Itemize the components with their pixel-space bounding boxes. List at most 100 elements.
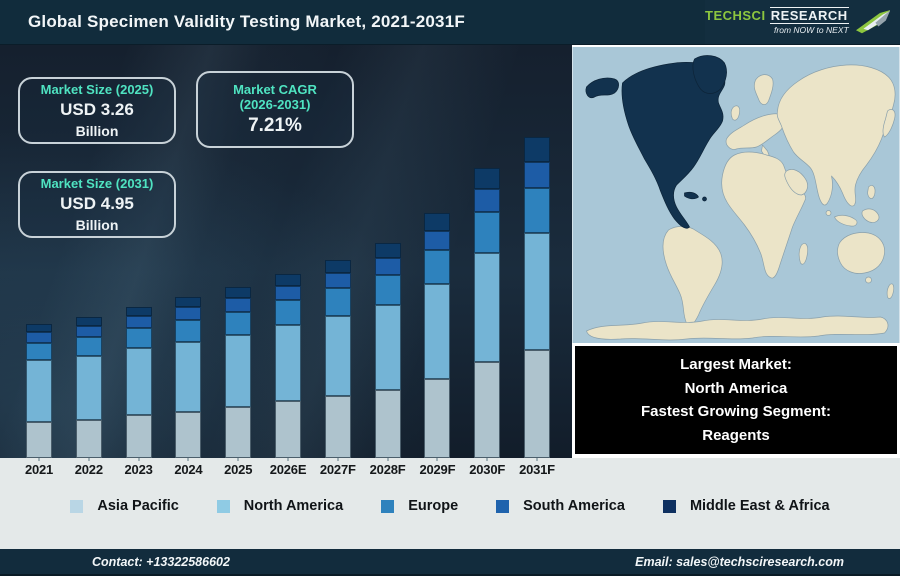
x-axis-label-2031f: 2031F bbox=[519, 462, 555, 477]
map-new-zealand bbox=[886, 283, 895, 299]
bar-segment-asia-pacific bbox=[474, 362, 501, 458]
bar-segment-asia-pacific bbox=[75, 420, 102, 458]
map-asia bbox=[776, 64, 896, 207]
axis-tick bbox=[436, 458, 439, 461]
legend-item-europe: Europe bbox=[381, 498, 458, 514]
bar-segment-north-america bbox=[424, 284, 451, 379]
callout-line-3: Fastest Growing Segment: bbox=[640, 403, 832, 420]
logo-tagline: from NOW to NEXT bbox=[774, 24, 849, 35]
bar-2031f bbox=[524, 137, 550, 458]
header-bar: Global Specimen Validity Testing Market,… bbox=[0, 0, 900, 45]
legend-label: Middle East & Africa bbox=[689, 498, 830, 514]
bar-segment-south-america bbox=[275, 286, 301, 300]
legend-swatch-south-america bbox=[496, 499, 510, 513]
map-arabia bbox=[784, 169, 808, 196]
map-new-guinea bbox=[861, 208, 880, 223]
legend-item-north-america: North America bbox=[216, 498, 344, 514]
right-panel: Largest Market: North America Fastest Grow… bbox=[572, 45, 900, 458]
contact-email-link[interactable]: Email: sales@techsciresearch.com bbox=[635, 554, 844, 569]
bar-2021 bbox=[26, 324, 52, 458]
legend-swatch-asia-pacific bbox=[70, 499, 84, 513]
map-japan bbox=[882, 109, 896, 138]
legend-label: North America bbox=[243, 498, 344, 514]
bar-segment-asia-pacific bbox=[275, 401, 301, 458]
card-title: Market Size (2025) bbox=[40, 82, 154, 97]
map-antarctica bbox=[586, 315, 889, 341]
chart-legend: Asia Pacific North America Europe South Ame… bbox=[0, 498, 900, 514]
bar-segment-south-america bbox=[524, 162, 550, 188]
map-sri-lanka bbox=[825, 210, 832, 216]
bar-segment-asia-pacific bbox=[175, 412, 202, 458]
bar-segment-middle-east-africa bbox=[474, 168, 501, 189]
axis-tick bbox=[38, 458, 40, 461]
map-philippines bbox=[867, 185, 876, 199]
map-scandinavia bbox=[753, 74, 774, 105]
bar-segment-middle-east-africa bbox=[125, 307, 152, 316]
x-axis-label-2029f: 2029F bbox=[419, 462, 456, 477]
bar-2024 bbox=[175, 297, 202, 458]
callout-line-2: North America bbox=[684, 379, 788, 397]
legend-label: South America bbox=[523, 498, 625, 514]
bar-segment-south-america bbox=[125, 316, 152, 328]
bar-segment-south-america bbox=[175, 307, 202, 320]
bar-segment-north-america bbox=[75, 356, 102, 420]
bar-segment-asia-pacific bbox=[524, 350, 550, 458]
bar-segment-europe bbox=[524, 188, 550, 233]
bar-segment-asia-pacific bbox=[125, 415, 152, 458]
bar-segment-south-america bbox=[374, 258, 401, 275]
bar-segment-north-america bbox=[225, 335, 252, 407]
bar-segment-south-america bbox=[424, 231, 451, 250]
card-value: USD 4.95 bbox=[60, 194, 134, 213]
card-title-line2: (2026-2031) bbox=[239, 97, 311, 112]
x-axis-label-2025: 2025 bbox=[224, 462, 253, 477]
logo-brand-secondary: Research bbox=[769, 6, 849, 24]
map-south-america bbox=[662, 226, 723, 326]
legend-item-south-america: South America bbox=[496, 498, 625, 514]
bar-2028f bbox=[374, 243, 401, 458]
map-cuba bbox=[684, 191, 699, 200]
legend-item-middle-east-africa: Middle East & Africa bbox=[662, 498, 830, 514]
bar-2027f bbox=[324, 260, 351, 458]
bar-segment-europe bbox=[324, 288, 351, 316]
bar-segment-middle-east-africa bbox=[374, 243, 401, 258]
bar-segment-north-america bbox=[524, 233, 550, 350]
world-map bbox=[572, 47, 900, 343]
footer-bar: Contact: +13322586602 Email: sales@techs… bbox=[0, 549, 900, 576]
bar-segment-europe bbox=[26, 343, 52, 360]
callout-line-1: Largest Market: bbox=[680, 356, 792, 373]
legend-swatch-north-america bbox=[216, 499, 230, 513]
bar-segment-north-america bbox=[275, 325, 301, 401]
map-tasmania bbox=[865, 276, 872, 284]
x-axis-label-2027f: 2027F bbox=[319, 462, 356, 477]
bar-segment-europe bbox=[225, 312, 252, 335]
bar-segment-middle-east-africa bbox=[225, 287, 252, 298]
card-value: 7.21% bbox=[248, 115, 302, 136]
bar-2023 bbox=[125, 307, 152, 458]
bar-segment-middle-east-africa bbox=[524, 137, 550, 162]
chart-panel: Market Size (2025) USD 3.26 Billion Mark… bbox=[0, 45, 572, 458]
bar-segment-north-america bbox=[474, 253, 501, 362]
bar-segment-europe bbox=[125, 328, 152, 348]
legend-item-asia-pacific: Asia Pacific bbox=[70, 498, 179, 514]
axis-tick bbox=[187, 458, 190, 461]
legend-label: Europe bbox=[408, 498, 459, 514]
card-unit: Billion bbox=[75, 217, 119, 233]
logo-arrow-icon bbox=[855, 10, 890, 34]
bar-segment-south-america bbox=[225, 298, 252, 312]
page-title: Global Specimen Validity Testing Market,… bbox=[28, 12, 465, 31]
bar-2026e bbox=[275, 274, 301, 458]
bar-segment-north-america bbox=[175, 342, 202, 412]
legend-swatch-middle-east-africa bbox=[662, 499, 676, 513]
map-madagascar bbox=[798, 243, 809, 265]
bar-segment-asia-pacific bbox=[26, 422, 52, 458]
bar-segment-south-america bbox=[474, 189, 501, 212]
bar-segment-europe bbox=[275, 300, 301, 325]
bar-segment-asia-pacific bbox=[374, 390, 401, 458]
bar-segment-middle-east-africa bbox=[75, 317, 102, 326]
x-axis-label-2026e: 2026E bbox=[269, 462, 307, 477]
map-land bbox=[586, 64, 896, 341]
map-north-america-highlight bbox=[585, 55, 727, 229]
card-title-line1: Market CAGR bbox=[233, 82, 317, 97]
techsci-logo: TechSci Research from NOW to NEXT bbox=[705, 0, 900, 44]
